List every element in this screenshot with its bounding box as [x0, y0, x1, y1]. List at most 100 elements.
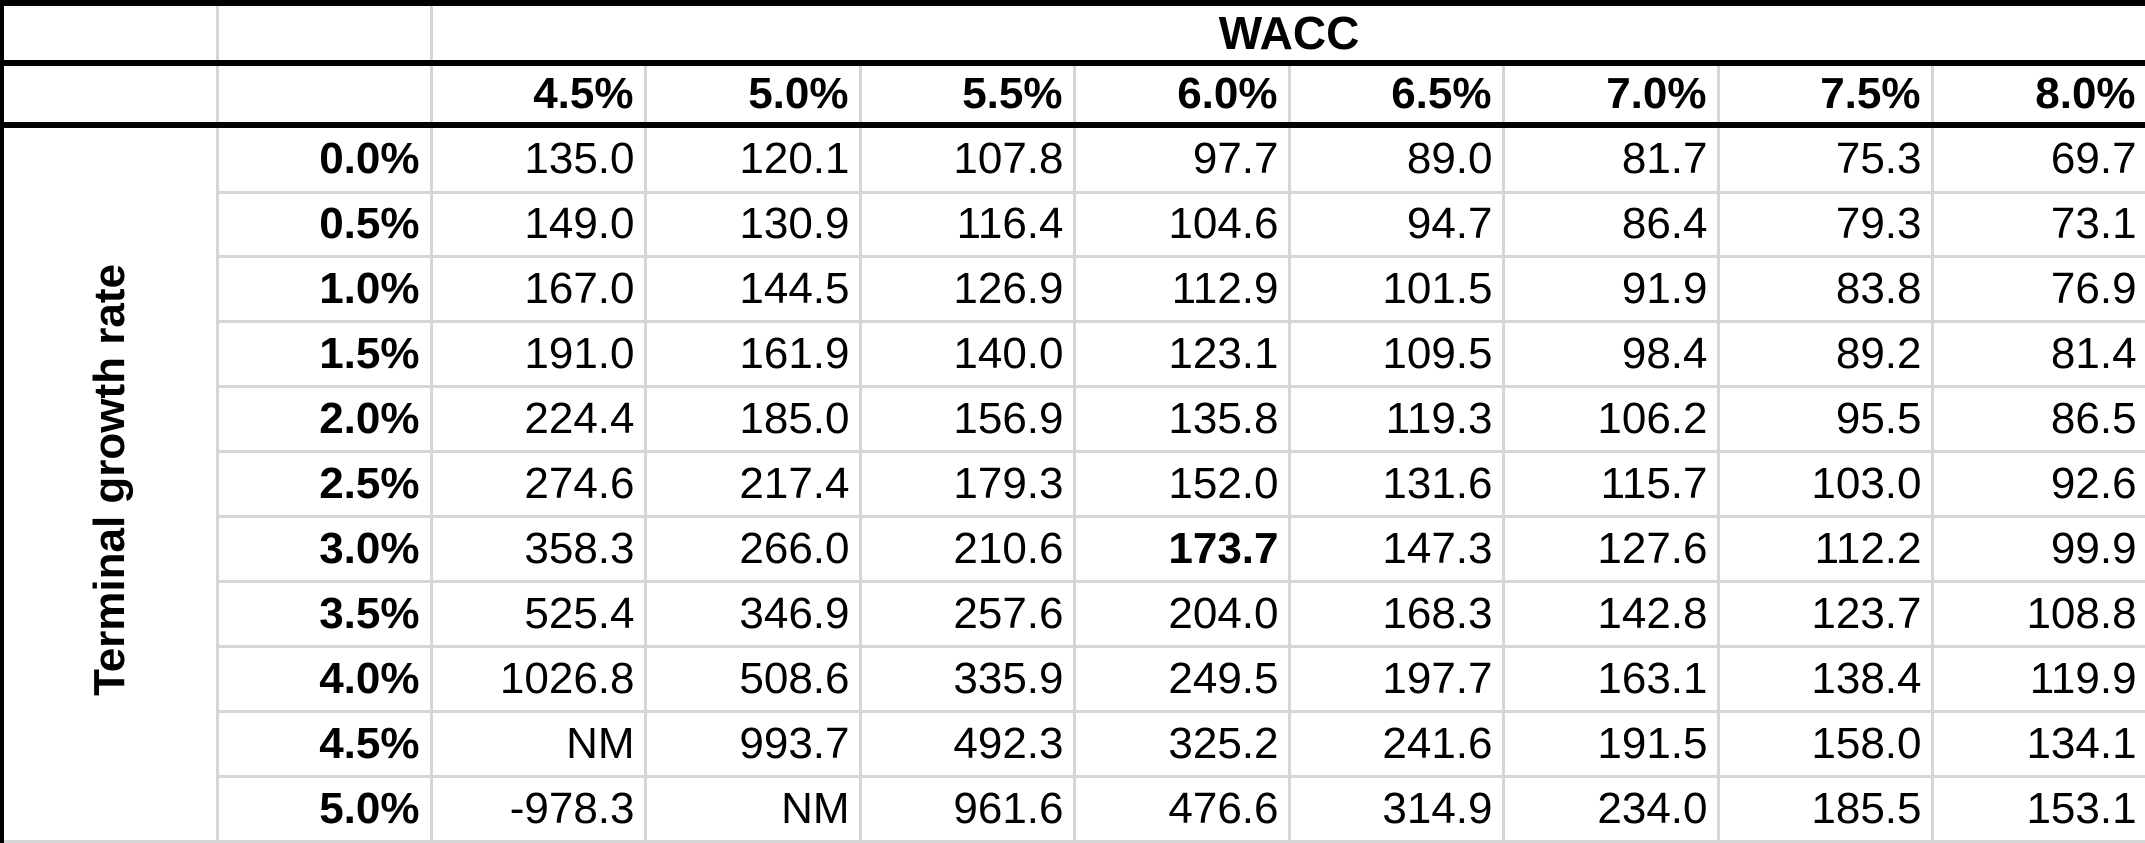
- cell[interactable]: 91.9: [1501, 255, 1720, 324]
- cell[interactable]: 158.0: [1716, 710, 1934, 778]
- cell[interactable]: 89.2: [1716, 320, 1934, 389]
- cell[interactable]: 120.1: [643, 123, 862, 194]
- cell[interactable]: 107.8: [858, 123, 1076, 194]
- cell[interactable]: 92.6: [1930, 450, 2145, 519]
- cell[interactable]: 99.9: [1930, 515, 2145, 584]
- cell[interactable]: 163.1: [1501, 645, 1720, 714]
- column-header-7.0[interactable]: 7.0%: [1501, 61, 1720, 128]
- row-label-0.5[interactable]: 0.5%: [215, 190, 433, 259]
- cell[interactable]: -978.3: [429, 774, 647, 843]
- cell[interactable]: 109.5: [1287, 320, 1505, 389]
- row-label-1.0[interactable]: 1.0%: [215, 255, 433, 324]
- cell[interactable]: 98.4: [1501, 320, 1720, 389]
- column-header-4.5[interactable]: 4.5%: [429, 61, 647, 128]
- row-label-3.0[interactable]: 3.0%: [215, 515, 433, 584]
- cell[interactable]: 224.4: [429, 385, 647, 454]
- cell[interactable]: 103.0: [1716, 450, 1934, 519]
- cell[interactable]: 167.0: [429, 255, 647, 324]
- cell[interactable]: 131.6: [1287, 450, 1505, 519]
- cell[interactable]: 185.0: [643, 385, 862, 454]
- row-label-2.0[interactable]: 2.0%: [215, 385, 433, 454]
- cell[interactable]: 76.9: [1930, 255, 2145, 324]
- cell[interactable]: 138.4: [1716, 645, 1934, 714]
- cell[interactable]: 112.2: [1716, 515, 1934, 584]
- column-header-5.5[interactable]: 5.5%: [858, 61, 1076, 128]
- row-label-3.5[interactable]: 3.5%: [215, 580, 433, 649]
- cell[interactable]: 127.6: [1501, 515, 1720, 584]
- cell[interactable]: 335.9: [858, 645, 1076, 714]
- cell[interactable]: 97.7: [1072, 123, 1291, 194]
- cell[interactable]: 325.2: [1072, 710, 1291, 778]
- cell[interactable]: 75.3: [1716, 123, 1934, 194]
- cell[interactable]: 525.4: [429, 580, 647, 649]
- cell[interactable]: 86.4: [1501, 190, 1720, 259]
- column-header-8.0[interactable]: 8.0%: [1930, 61, 2145, 128]
- cell[interactable]: 115.7: [1501, 450, 1720, 519]
- cell[interactable]: 116.4: [858, 190, 1076, 259]
- cell[interactable]: 89.0: [1287, 123, 1505, 194]
- cell[interactable]: 274.6: [429, 450, 647, 519]
- row-label-1.5[interactable]: 1.5%: [215, 320, 433, 389]
- cell[interactable]: 993.7: [643, 710, 862, 778]
- cell[interactable]: 123.1: [1072, 320, 1291, 389]
- cell[interactable]: 126.9: [858, 255, 1076, 324]
- cell[interactable]: 204.0: [1072, 580, 1291, 649]
- cell[interactable]: 94.7: [1287, 190, 1505, 259]
- base-case-cell[interactable]: 173.7: [1072, 515, 1291, 584]
- cell[interactable]: 69.7: [1930, 123, 2145, 194]
- cell[interactable]: 961.6: [858, 774, 1076, 843]
- row-label-4.0[interactable]: 4.0%: [215, 645, 433, 714]
- cell[interactable]: 130.9: [643, 190, 862, 259]
- cell[interactable]: 217.4: [643, 450, 862, 519]
- cell[interactable]: 81.7: [1501, 123, 1720, 194]
- cell[interactable]: 86.5: [1930, 385, 2145, 454]
- cell[interactable]: 234.0: [1501, 774, 1720, 843]
- cell[interactable]: 108.8: [1930, 580, 2145, 649]
- cell[interactable]: 152.0: [1072, 450, 1291, 519]
- cell[interactable]: 134.1: [1930, 710, 2145, 778]
- cell[interactable]: 1026.8: [429, 645, 647, 714]
- cell[interactable]: 191.5: [1501, 710, 1720, 778]
- cell[interactable]: 492.3: [858, 710, 1076, 778]
- cell[interactable]: 119.9: [1930, 645, 2145, 714]
- cell[interactable]: 79.3: [1716, 190, 1934, 259]
- row-label-5.0[interactable]: 5.0%: [215, 774, 433, 843]
- cell[interactable]: 104.6: [1072, 190, 1291, 259]
- cell[interactable]: 119.3: [1287, 385, 1505, 454]
- cell[interactable]: 210.6: [858, 515, 1076, 584]
- cell[interactable]: 135.0: [429, 123, 647, 194]
- column-header-5.0[interactable]: 5.0%: [643, 61, 862, 128]
- cell[interactable]: 81.4: [1930, 320, 2145, 389]
- cell[interactable]: 179.3: [858, 450, 1076, 519]
- cell[interactable]: 476.6: [1072, 774, 1291, 843]
- cell[interactable]: 161.9: [643, 320, 862, 389]
- cell[interactable]: 358.3: [429, 515, 647, 584]
- cell[interactable]: 106.2: [1501, 385, 1720, 454]
- cell[interactable]: 140.0: [858, 320, 1076, 389]
- row-label-4.5[interactable]: 4.5%: [215, 710, 433, 778]
- cell[interactable]: 168.3: [1287, 580, 1505, 649]
- column-header-6.5[interactable]: 6.5%: [1287, 61, 1505, 128]
- cell[interactable]: 185.5: [1716, 774, 1934, 843]
- cell[interactable]: NM: [429, 710, 647, 778]
- column-header-6.0[interactable]: 6.0%: [1072, 61, 1291, 128]
- cell[interactable]: 249.5: [1072, 645, 1291, 714]
- cell[interactable]: 508.6: [643, 645, 862, 714]
- cell[interactable]: 149.0: [429, 190, 647, 259]
- cell[interactable]: 156.9: [858, 385, 1076, 454]
- cell[interactable]: 153.1: [1930, 774, 2145, 843]
- cell[interactable]: 241.6: [1287, 710, 1505, 778]
- row-label-2.5[interactable]: 2.5%: [215, 450, 433, 519]
- cell[interactable]: 142.8: [1501, 580, 1720, 649]
- cell[interactable]: 197.7: [1287, 645, 1505, 714]
- cell[interactable]: 112.9: [1072, 255, 1291, 324]
- cell[interactable]: 266.0: [643, 515, 862, 584]
- cell[interactable]: 144.5: [643, 255, 862, 324]
- cell[interactable]: 191.0: [429, 320, 647, 389]
- cell[interactable]: 147.3: [1287, 515, 1505, 584]
- column-header-7.5[interactable]: 7.5%: [1716, 61, 1934, 128]
- cell[interactable]: 83.8: [1716, 255, 1934, 324]
- cell[interactable]: 346.9: [643, 580, 862, 649]
- cell[interactable]: 95.5: [1716, 385, 1934, 454]
- row-label-0.0[interactable]: 0.0%: [215, 123, 433, 194]
